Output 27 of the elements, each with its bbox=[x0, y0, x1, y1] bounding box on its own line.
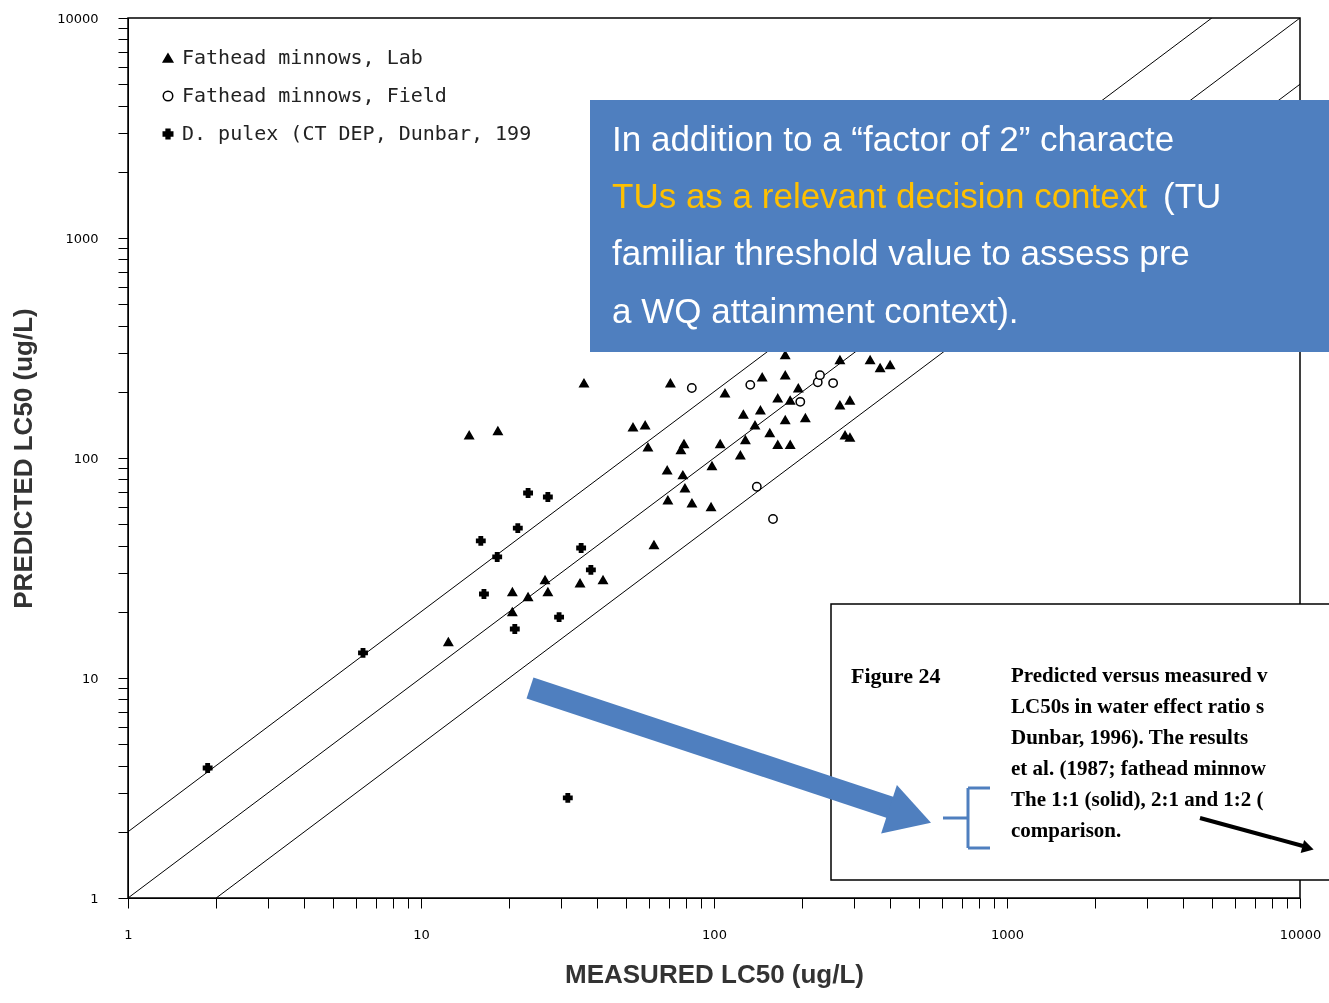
x-axis-title: MEASURED LC50 (ug/L) bbox=[565, 958, 864, 989]
annotation: Dunbar, 1996). The results bbox=[1011, 725, 1249, 749]
legend-label: Fathead minnows, Field bbox=[182, 83, 447, 107]
y-tick-label: 10 bbox=[81, 670, 99, 686]
x-tick-label: 1000 bbox=[990, 926, 1025, 942]
y-tick-label: 1000 bbox=[65, 230, 99, 246]
annotation: a WQ attainment context). bbox=[612, 291, 1019, 330]
y-axis-title: PREDICTED LC50 (ug/L) bbox=[8, 308, 39, 609]
x-tick-label: 10000 bbox=[1279, 926, 1322, 942]
annotation: In addition to a “factor of 2” characte bbox=[612, 119, 1175, 158]
annotation: familiar threshold value to assess pre bbox=[612, 233, 1190, 272]
annotation: (TU bbox=[1163, 176, 1222, 215]
annotation: et al. (1987; fathead minnow bbox=[1011, 756, 1267, 780]
annotation: comparison. bbox=[1011, 818, 1122, 842]
legend-label: Fathead minnows, Lab bbox=[182, 45, 423, 69]
x-tick-label: 1 bbox=[124, 926, 133, 942]
x-tick-label: 100 bbox=[702, 926, 727, 942]
annotation: LC50s in water effect ratio s bbox=[1011, 694, 1265, 718]
y-tick-label: 1 bbox=[90, 890, 99, 906]
annotation: The 1:1 (solid), 2:1 and 1:2 ( bbox=[1011, 787, 1264, 811]
annotation: Predicted versus measured v bbox=[1011, 663, 1268, 687]
legend-label: D. pulex (CT DEP, Dunbar, 199 bbox=[182, 121, 532, 145]
y-tick-label: 10000 bbox=[57, 10, 99, 26]
annotation: TUs as a relevant decision context bbox=[612, 176, 1148, 215]
y-tick-label: 100 bbox=[73, 450, 99, 466]
annotation: Figure 24 bbox=[851, 663, 941, 688]
x-tick-label: 10 bbox=[413, 926, 430, 942]
